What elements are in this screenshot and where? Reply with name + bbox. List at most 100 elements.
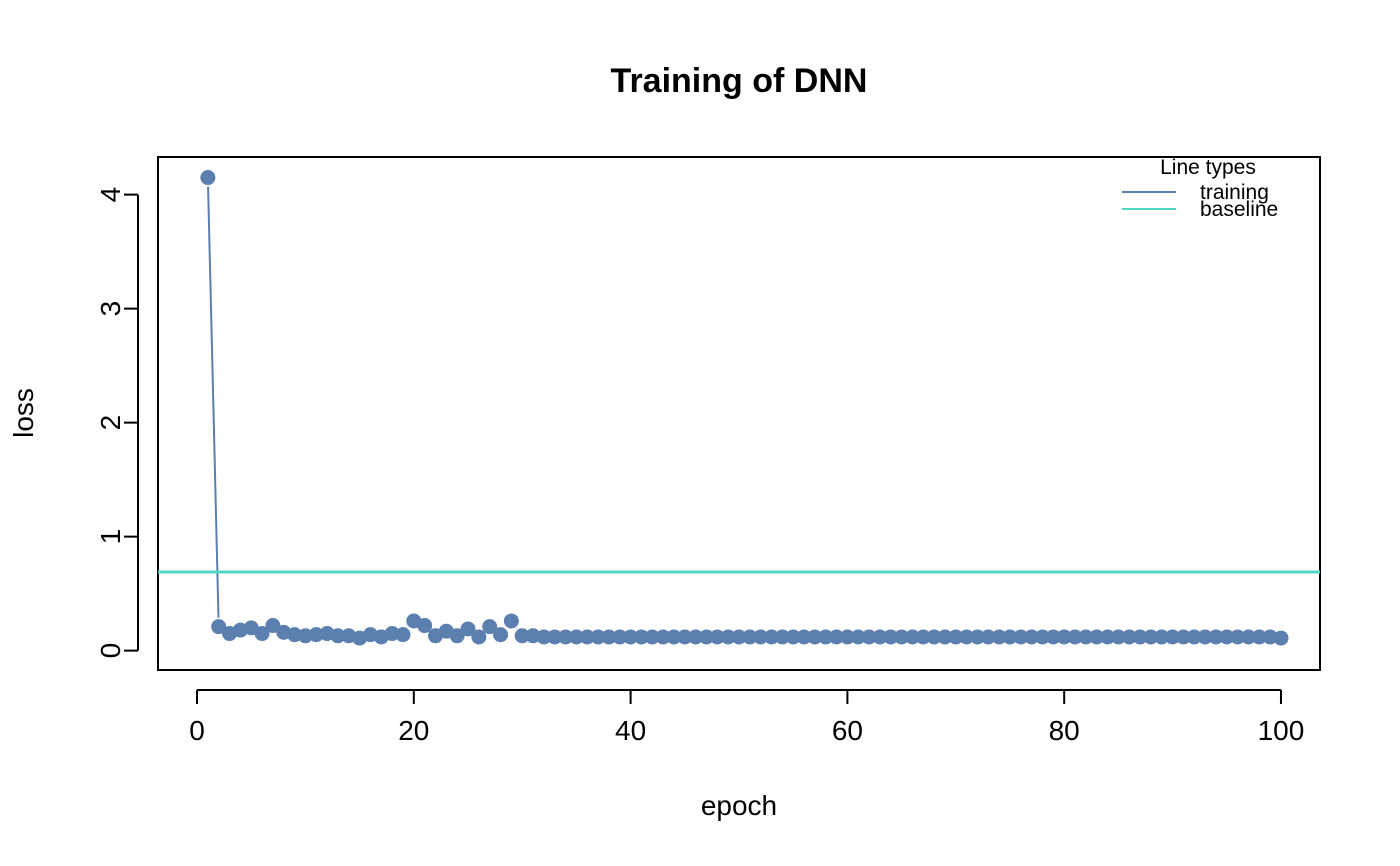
legend-title: Line types (1160, 156, 1256, 179)
data-point (666, 629, 682, 645)
data-point (774, 629, 790, 645)
data-point (959, 629, 975, 645)
data-point (471, 629, 487, 645)
data-point (829, 629, 845, 645)
x-axis-label: epoch (701, 790, 777, 821)
data-point (503, 613, 519, 629)
data-point (623, 629, 639, 645)
data-point (720, 629, 736, 645)
data-point (1143, 629, 1159, 645)
data-point (709, 629, 725, 645)
data-point (558, 629, 574, 645)
data-point (330, 628, 346, 644)
data-point (796, 629, 812, 645)
data-point (1110, 629, 1126, 645)
data-point (200, 170, 216, 186)
data-point (688, 629, 704, 645)
data-point (1067, 629, 1083, 645)
data-point (254, 626, 270, 642)
y-tick-label: 2 (95, 415, 126, 431)
data-point (1089, 629, 1105, 645)
data-point (1240, 629, 1256, 645)
data-point (948, 629, 964, 645)
legend-label-baseline: baseline (1200, 198, 1278, 221)
data-point (1186, 629, 1202, 645)
data-point (1121, 629, 1137, 645)
data-point (633, 629, 649, 645)
data-point (753, 629, 769, 645)
y-tick-label: 4 (95, 187, 126, 203)
data-point (514, 628, 530, 644)
data-point (807, 629, 823, 645)
data-point (1165, 629, 1181, 645)
data-point (926, 629, 942, 645)
data-point (1262, 629, 1278, 645)
data-point (731, 629, 747, 645)
data-point (644, 629, 660, 645)
data-point (1100, 629, 1116, 645)
data-point (1132, 629, 1148, 645)
data-point (460, 621, 476, 637)
data-point (308, 627, 324, 643)
legend-label-training: training (1200, 181, 1269, 204)
data-point (861, 629, 877, 645)
data-point (904, 629, 920, 645)
data-point (655, 629, 671, 645)
data-point (991, 629, 1007, 645)
data-point (1013, 629, 1029, 645)
data-point (1273, 630, 1289, 646)
data-point (677, 629, 693, 645)
data-point (1045, 629, 1061, 645)
x-tick-label: 0 (189, 715, 205, 746)
x-tick-label: 40 (615, 715, 646, 746)
data-point (764, 629, 780, 645)
plot-area (158, 170, 1320, 646)
data-point (417, 618, 433, 634)
data-point (969, 629, 985, 645)
chart-title: Training of DNN (611, 62, 868, 100)
data-point (872, 629, 888, 645)
data-point (568, 629, 584, 645)
data-point (211, 619, 227, 635)
data-point (937, 629, 953, 645)
data-point (1078, 629, 1094, 645)
data-point (1002, 629, 1018, 645)
data-point (1175, 629, 1191, 645)
x-tick-label: 100 (1258, 715, 1305, 746)
data-point (850, 629, 866, 645)
y-tick-label: 0 (95, 643, 126, 659)
data-point (265, 618, 281, 634)
data-point (579, 629, 595, 645)
data-point (601, 629, 617, 645)
y-tick-label: 3 (95, 301, 126, 317)
y-tick-label: 1 (95, 529, 126, 545)
data-point (742, 629, 758, 645)
data-point (1154, 629, 1170, 645)
data-point (1230, 629, 1246, 645)
x-tick-label: 20 (398, 715, 429, 746)
data-point (1208, 629, 1224, 645)
data-point (536, 629, 552, 645)
data-point (287, 627, 303, 643)
plot-frame (157, 156, 1321, 671)
series-training (200, 170, 1289, 646)
data-point (547, 629, 563, 645)
data-point (894, 629, 910, 645)
data-point (1251, 629, 1267, 645)
data-point (839, 629, 855, 645)
data-point (612, 629, 628, 645)
y-axis: 0 1 2 3 4 (95, 187, 139, 659)
data-point (590, 629, 606, 645)
data-point (980, 629, 996, 645)
data-point (395, 627, 411, 643)
legend: Line types training baseline (1122, 156, 1278, 221)
data-point (1024, 629, 1040, 645)
data-point (883, 629, 899, 645)
data-point (785, 629, 801, 645)
x-axis: 0 20 40 60 80 100 (189, 689, 1305, 746)
data-point (698, 629, 714, 645)
x-tick-label: 80 (1049, 715, 1080, 746)
data-point (525, 628, 541, 644)
data-point (482, 619, 498, 635)
